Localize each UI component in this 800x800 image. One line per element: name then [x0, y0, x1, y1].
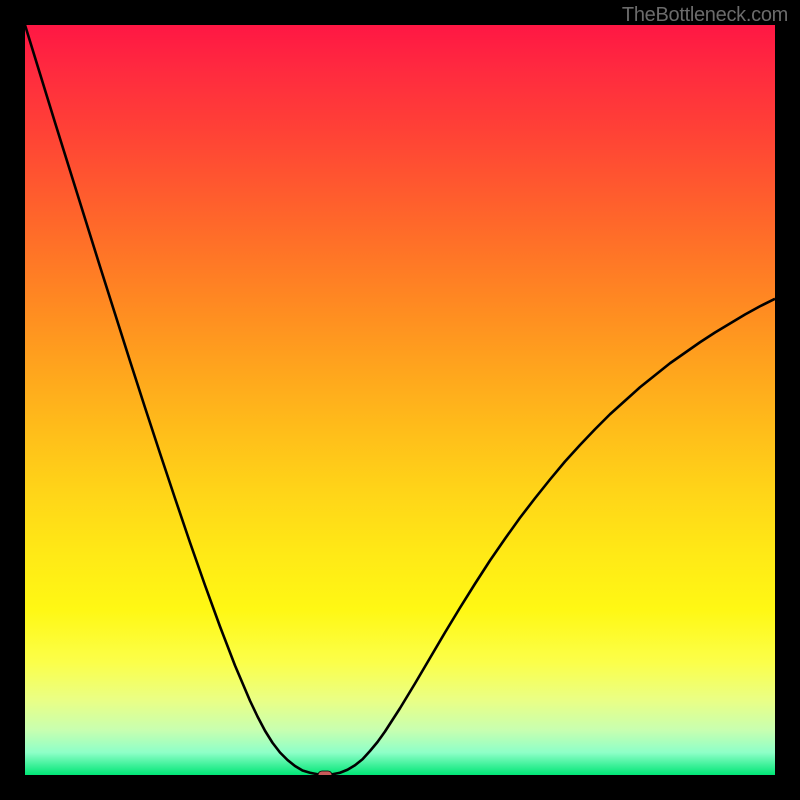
watermark-text: TheBottleneck.com [622, 4, 788, 27]
chart-svg [25, 25, 775, 775]
optimal-marker [318, 771, 332, 775]
chart-container: TheBottleneck.com [0, 0, 800, 800]
plot-area [25, 25, 775, 775]
gradient-background [25, 25, 775, 775]
